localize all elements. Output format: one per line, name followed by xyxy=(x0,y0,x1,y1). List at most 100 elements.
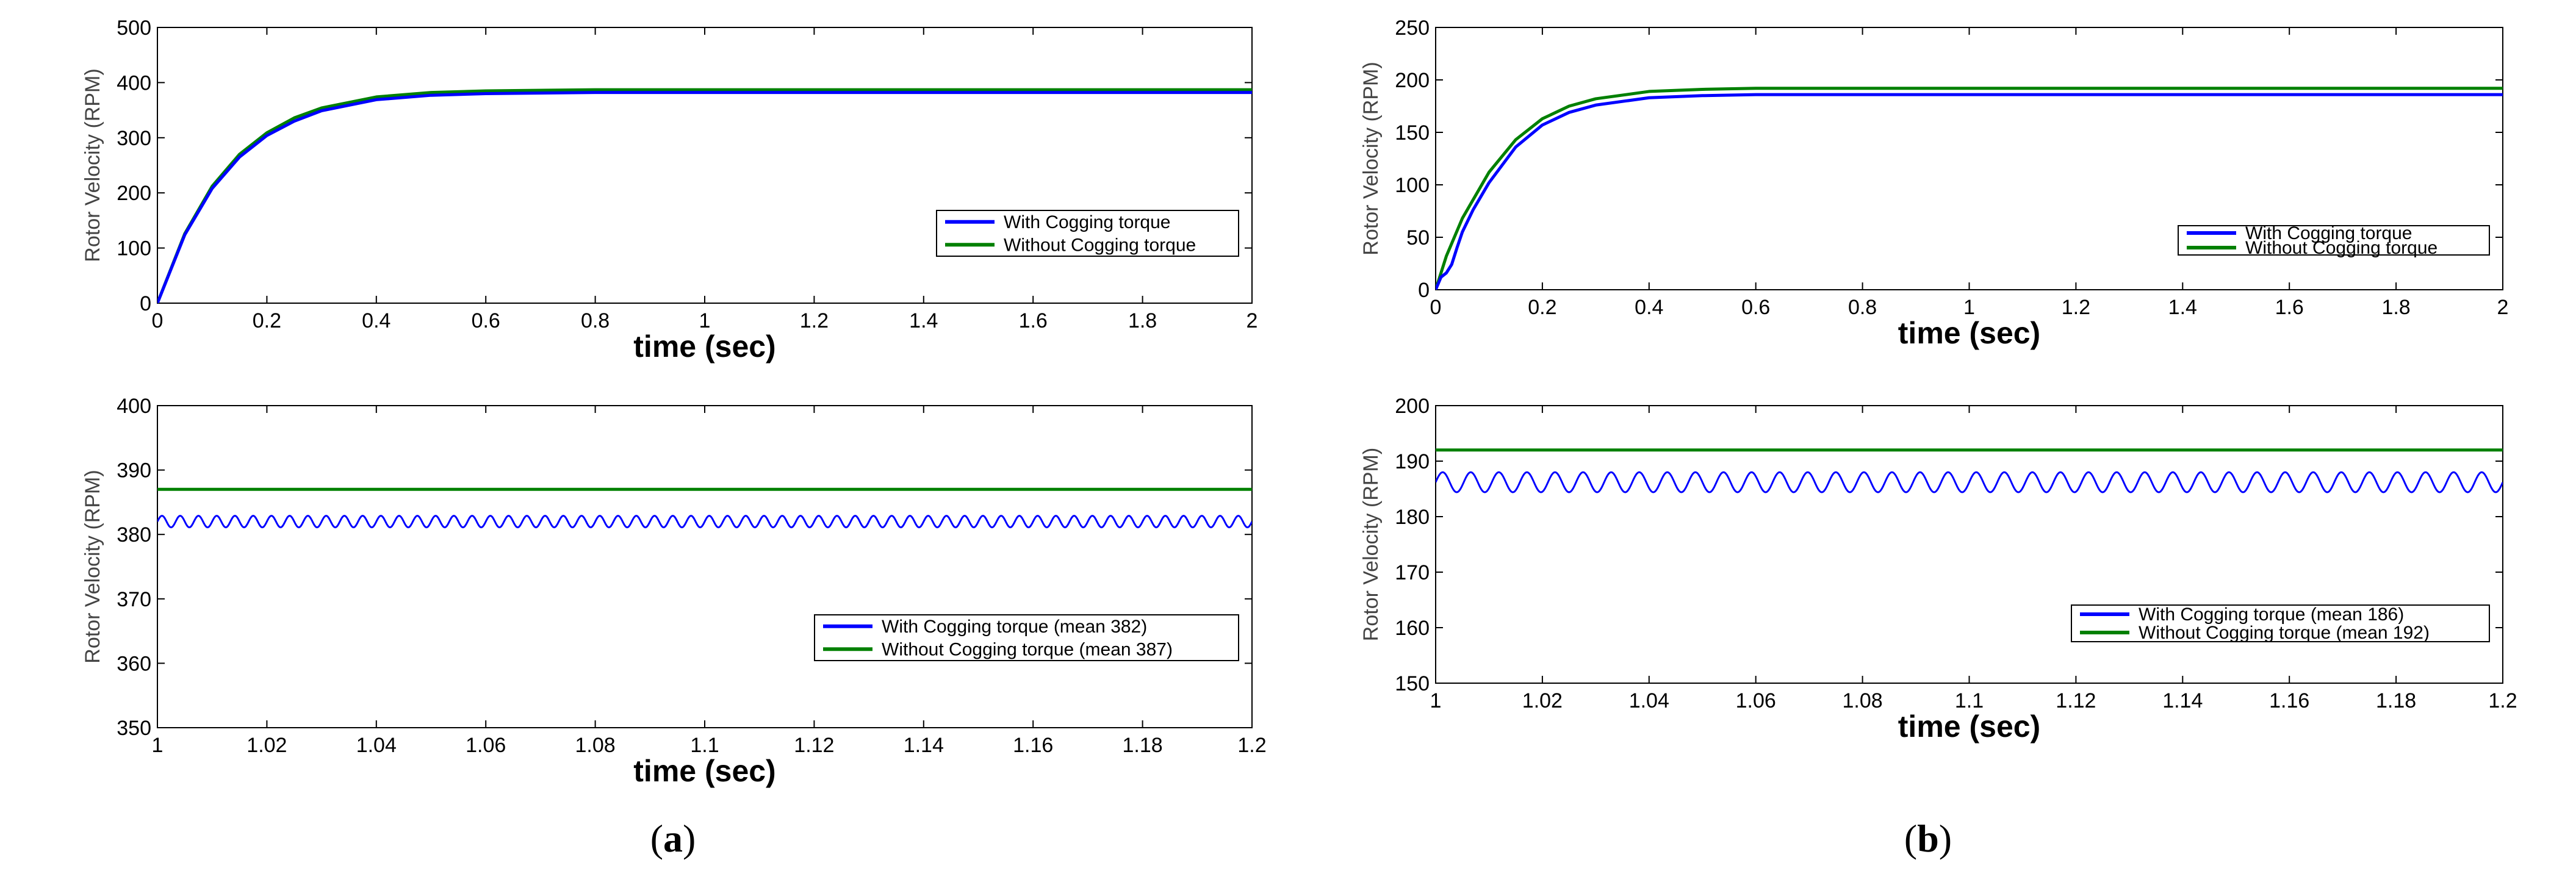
x-tick-label: 1.04 xyxy=(356,734,397,757)
x-tick-label: 1.18 xyxy=(1123,734,1163,757)
x-tick-label: 0.4 xyxy=(1635,296,1663,319)
x-tick-label: 0.6 xyxy=(1741,296,1770,319)
y-tick-label: 400 xyxy=(117,395,151,418)
panel-caption-a: (a) xyxy=(650,817,696,860)
x-tick-label: 2 xyxy=(2497,296,2509,319)
x-axis-label: time (sec) xyxy=(633,754,775,788)
x-tick-label: 1 xyxy=(1963,296,1975,319)
x-tick-label: 0.4 xyxy=(362,309,390,332)
x-tick-label: 0.2 xyxy=(253,309,281,332)
y-tick-label: 370 xyxy=(117,588,151,611)
x-tick-label: 1.8 xyxy=(2381,296,2410,319)
x-tick-label: 0.8 xyxy=(581,309,610,332)
y-tick-label: 400 xyxy=(117,71,151,95)
y-axis-label: Rotor Velocity (RPM) xyxy=(81,68,104,262)
x-tick-label: 1.12 xyxy=(2056,689,2096,712)
x-tick-label: 1.02 xyxy=(246,734,287,757)
x-tick-label: 1 xyxy=(1430,689,1442,712)
x-tick-label: 0.8 xyxy=(1848,296,1877,319)
y-tick-label: 50 xyxy=(1406,226,1430,249)
legend-box xyxy=(2178,225,2490,256)
x-tick-label: 1 xyxy=(152,734,164,757)
x-tick-label: 1.06 xyxy=(1736,689,1776,712)
y-tick-label: 150 xyxy=(1395,121,1430,145)
x-tick-label: 1.6 xyxy=(2275,296,2304,319)
series-line-with-cogging xyxy=(157,91,1252,303)
plot-area xyxy=(157,405,1253,728)
x-tick-label: 1.08 xyxy=(575,734,616,757)
x-tick-label: 1.4 xyxy=(2168,296,2197,319)
legend-entry: With Cogging torque xyxy=(2245,223,2412,243)
series-line-without-cogging xyxy=(1436,87,2503,290)
y-tick-label: 300 xyxy=(117,127,151,150)
y-tick-label: 200 xyxy=(1395,69,1430,92)
x-tick-label: 1.16 xyxy=(2269,689,2309,712)
y-axis-label: Rotor Velocity (RPM) xyxy=(1359,62,1383,255)
x-tick-label: 1.2 xyxy=(2062,296,2090,319)
chart-a-top: 0 0.2 0.4 0.6 0.8 1 1.2 1.4 1.6 1.8 2 0 100 200 300 400… xyxy=(81,16,1257,364)
x-tick-label: 2 xyxy=(1247,309,1258,332)
legend-entry: Without Cogging torque xyxy=(2245,238,2437,258)
legend-box xyxy=(814,614,1239,661)
legend-entry: Without Cogging torque (mean 387) xyxy=(882,639,1173,659)
legend-box xyxy=(2071,604,2490,642)
x-tick-label: 1.18 xyxy=(2376,689,2416,712)
y-tick-label: 200 xyxy=(117,182,151,205)
y-tick-label: 160 xyxy=(1395,617,1430,640)
legend-entry: With Cogging torque (mean 382) xyxy=(882,617,1147,637)
x-tick-label: 1.08 xyxy=(1843,689,1883,712)
x-tick-label: 1.2 xyxy=(1237,734,1266,757)
y-tick-label: 350 xyxy=(117,717,151,740)
y-tick-label: 360 xyxy=(117,652,151,675)
x-tick-label: 1.1 xyxy=(690,734,719,757)
legend-box xyxy=(936,210,1239,257)
y-tick-label: 100 xyxy=(117,237,151,260)
y-tick-label: 150 xyxy=(1395,672,1430,695)
y-tick-label: 190 xyxy=(1395,450,1430,473)
y-tick-label: 390 xyxy=(117,459,151,482)
y-tick-label: 200 xyxy=(1395,395,1430,418)
y-axis-label: Rotor Velocity (RPM) xyxy=(1359,448,1383,641)
x-tick-label: 1.02 xyxy=(1522,689,1563,712)
x-tick-label: 1.14 xyxy=(2162,689,2203,712)
chart-a-bottom: 1 1.02 1.04 1.06 1.08 1.1 1.12 1.14 1.16 1.18 1.2 3… xyxy=(81,395,1267,788)
x-tick-label: 1.14 xyxy=(904,734,944,757)
y-tick-label: 100 xyxy=(1395,174,1430,197)
series-line-with-cogging xyxy=(1436,93,2503,290)
x-tick-label: 1.04 xyxy=(1629,689,1669,712)
series-line-with-cogging xyxy=(157,515,1252,529)
x-tick-label: 1.4 xyxy=(909,309,938,332)
y-tick-label: 170 xyxy=(1395,561,1430,584)
x-tick-label: 1.06 xyxy=(466,734,506,757)
x-tick-label: 1.1 xyxy=(1955,689,1984,712)
x-tick-label: 1.6 xyxy=(1019,309,1048,332)
chart-b-top: 0 0.2 0.4 0.6 0.8 1 1.2 1.4 1.6 1.8 2 0 50 100 150 200 2… xyxy=(1359,16,2508,350)
y-tick-label: 180 xyxy=(1395,506,1430,529)
x-tick-label: 0 xyxy=(1430,296,1442,319)
legend-entry: Without Cogging torque xyxy=(1004,235,1196,255)
y-tick-label: 250 xyxy=(1395,16,1430,40)
x-axis-label: time (sec) xyxy=(1898,316,2040,350)
x-tick-label: 0 xyxy=(152,309,164,332)
y-tick-label: 380 xyxy=(117,523,151,547)
y-tick-label: 500 xyxy=(117,16,151,40)
legend-entry: With Cogging torque (mean 186) xyxy=(2139,604,2404,625)
x-axis-label: time (sec) xyxy=(1898,709,2040,744)
y-tick-label: 0 xyxy=(1418,279,1430,302)
legend-entry: With Cogging torque xyxy=(1004,212,1171,232)
legend-entry: Without Cogging torque (mean 192) xyxy=(2139,623,2430,643)
x-tick-label: 1.2 xyxy=(800,309,829,332)
chart-b-bottom: 1 1.02 1.04 1.06 1.08 1.1 1.12 1.14 1.16 1.18 1.2 1… xyxy=(1359,395,2517,744)
x-tick-label: 1.12 xyxy=(794,734,834,757)
x-tick-label: 1.8 xyxy=(1128,309,1157,332)
x-tick-label: 1.2 xyxy=(2488,689,2517,712)
y-axis-label: Rotor Velocity (RPM) xyxy=(81,470,104,663)
x-tick-label: 0.2 xyxy=(1528,296,1556,319)
x-tick-label: 1 xyxy=(699,309,711,332)
x-axis-label: time (sec) xyxy=(633,329,775,364)
series-line-with-cogging xyxy=(1436,471,2503,493)
panel-caption-b: (b) xyxy=(1904,817,1952,860)
y-tick-label: 0 xyxy=(140,292,151,315)
plot-area xyxy=(157,27,1253,304)
